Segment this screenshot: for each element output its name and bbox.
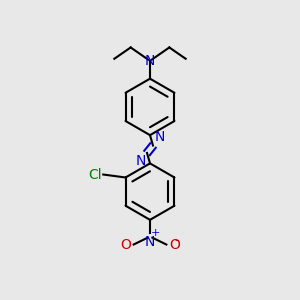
Text: -: - bbox=[175, 235, 179, 248]
Text: O: O bbox=[169, 238, 180, 251]
Text: N: N bbox=[135, 154, 146, 169]
Text: N: N bbox=[145, 54, 155, 68]
Text: N: N bbox=[145, 235, 155, 249]
Text: O: O bbox=[120, 238, 131, 251]
Text: Cl: Cl bbox=[88, 167, 102, 182]
Text: +: + bbox=[151, 228, 160, 238]
Text: N: N bbox=[154, 130, 165, 144]
